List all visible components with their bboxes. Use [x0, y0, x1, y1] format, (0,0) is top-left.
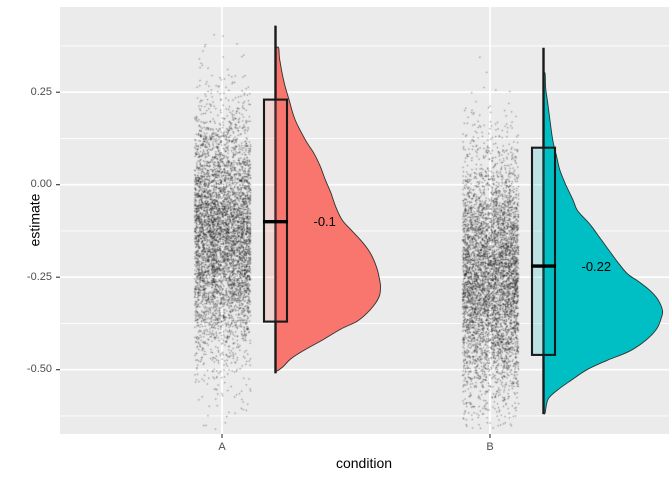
x-tick-label: A — [218, 441, 226, 453]
x-tick-label: B — [486, 441, 494, 453]
y-tick-label: -0.50 — [26, 363, 52, 376]
x-axis-title: condition — [335, 455, 393, 471]
median-label-a: -0.1 — [313, 214, 336, 230]
y-tick-label: 0.00 — [30, 178, 52, 191]
half-violin-b — [543, 72, 664, 415]
box-b — [530, 146, 557, 356]
y-tick-label: -0.25 — [26, 270, 52, 283]
box-a — [262, 98, 289, 323]
y-tick-label: 0.25 — [30, 85, 52, 98]
median-label-b: -0.22 — [581, 258, 612, 274]
half-violin-a — [275, 46, 381, 372]
y-axis-title: estimate — [26, 193, 43, 247]
